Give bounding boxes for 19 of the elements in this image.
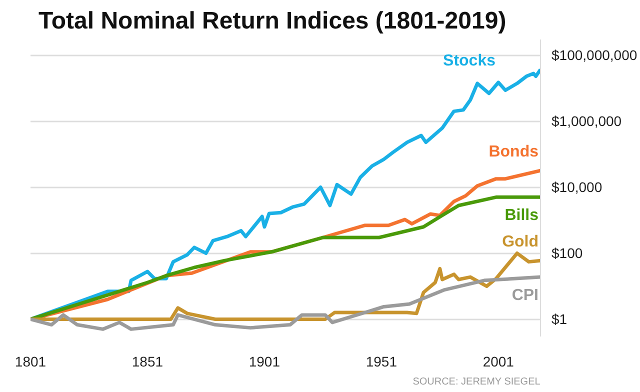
source-note: SOURCE: JEREMY SIEGEL bbox=[412, 376, 541, 388]
chart-title: Total Nominal Return Indices (1801-2019) bbox=[38, 8, 506, 34]
series-label: Bonds bbox=[488, 144, 539, 161]
x-tick-label: 1851 bbox=[132, 354, 164, 370]
line-series bbox=[30, 275, 540, 331]
line-series bbox=[30, 251, 540, 321]
y-tick-label: $100 bbox=[552, 245, 583, 262]
series-label: Bills bbox=[504, 207, 539, 224]
series-label: Stocks bbox=[443, 52, 496, 70]
y-tick-label: $1 bbox=[552, 311, 568, 328]
x-tick-label: 1951 bbox=[366, 354, 398, 370]
x-tick-label: 2001 bbox=[482, 354, 514, 370]
y-tick-label: $10,000 bbox=[552, 179, 602, 196]
x-tick-label: 1801 bbox=[14, 354, 46, 370]
series-label: CPI bbox=[512, 287, 538, 304]
y-tick-label: $1,000,000 bbox=[552, 113, 622, 130]
series-label: Gold bbox=[502, 234, 538, 251]
x-tick-label: 1901 bbox=[248, 354, 280, 370]
y-tick-label: $100,000,000 bbox=[552, 47, 638, 64]
